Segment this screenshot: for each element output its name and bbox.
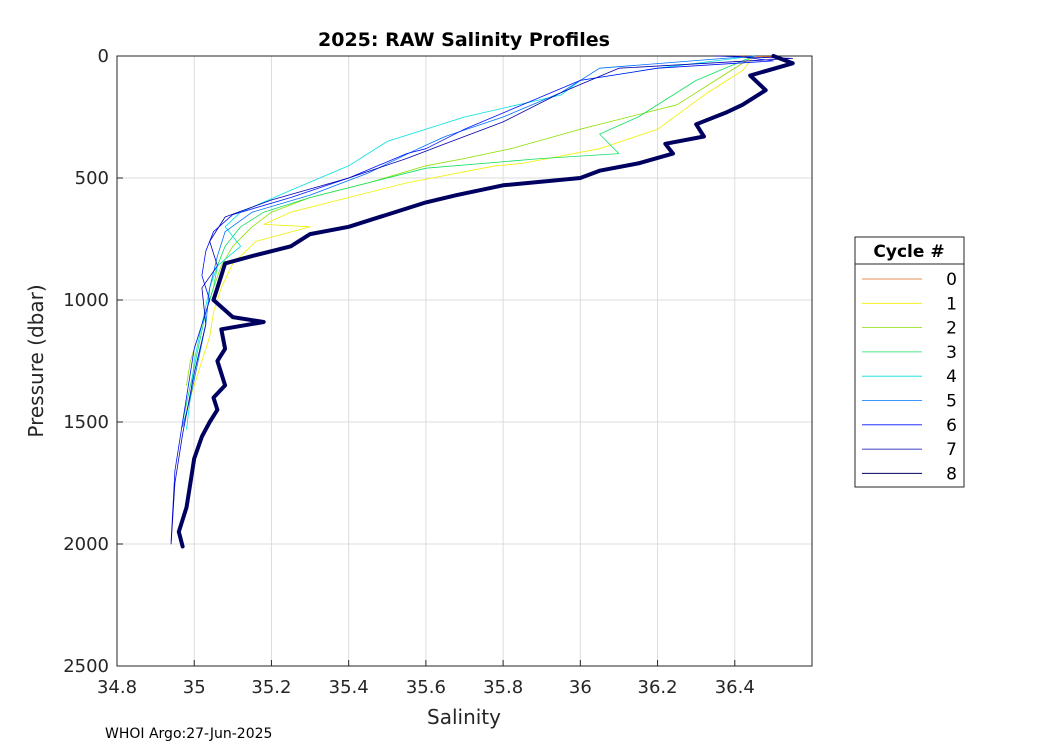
y-tick-label: 2000 [63,534,109,555]
legend-label: 6 [946,416,957,436]
legend-title: Cycle # [873,242,944,262]
y-tick-label: 2500 [63,656,109,677]
legend-label: 8 [946,464,957,484]
legend-label: 3 [946,343,957,363]
x-tick-label: 35.6 [406,677,446,698]
legend-label: 4 [946,367,957,387]
x-tick-label: 36 [569,677,592,698]
series-line-cycle-6 [170,55,774,542]
x-tick-label: 36.2 [638,677,678,698]
x-tick-label: 35.8 [483,677,523,698]
grid-lines [116,55,812,667]
y-axis-label: Pressure (dbar) [24,284,48,437]
y-tick-label: 500 [75,168,109,189]
chart-title: 2025: RAW Salinity Profiles [318,29,610,51]
series-lines [170,54,795,549]
x-tick-label: 36.4 [715,677,755,698]
y-tick-label: 1500 [63,412,109,433]
legend: Cycle # 0 1 2 3 4 5 6 7 8 [854,236,965,488]
y-tick-label: 1000 [63,290,109,311]
x-tick-label: 34.8 [97,677,137,698]
x-axis-label: Salinity [427,705,501,729]
axis-ticks: 34.8 35 35.2 35.4 35.6 35.8 36 36.2 36.4 0 500 1000… [63,46,755,698]
x-tick-label: 35.4 [329,677,369,698]
series-line-cycle-7 [170,55,794,545]
legend-entries: 0 1 2 3 4 5 6 7 8 [862,270,957,484]
legend-label: 7 [946,440,957,460]
legend-label: 2 [946,319,957,339]
x-tick-label: 35.2 [251,677,291,698]
series-line-cycle-8 [176,54,795,549]
x-tick-label: 35 [183,677,206,698]
plot-frame [116,55,813,667]
series-line-cycle-3 [182,55,755,423]
footer-credit: WHOI Argo:27-Jun-2025 [105,726,273,742]
legend-label: 0 [946,270,957,290]
series-line-cycle-5 [182,55,755,428]
series-line-cycle-1 [186,55,755,411]
legend-label: 5 [946,392,957,412]
y-tick-label: 0 [98,46,109,67]
legend-label: 1 [946,294,957,314]
